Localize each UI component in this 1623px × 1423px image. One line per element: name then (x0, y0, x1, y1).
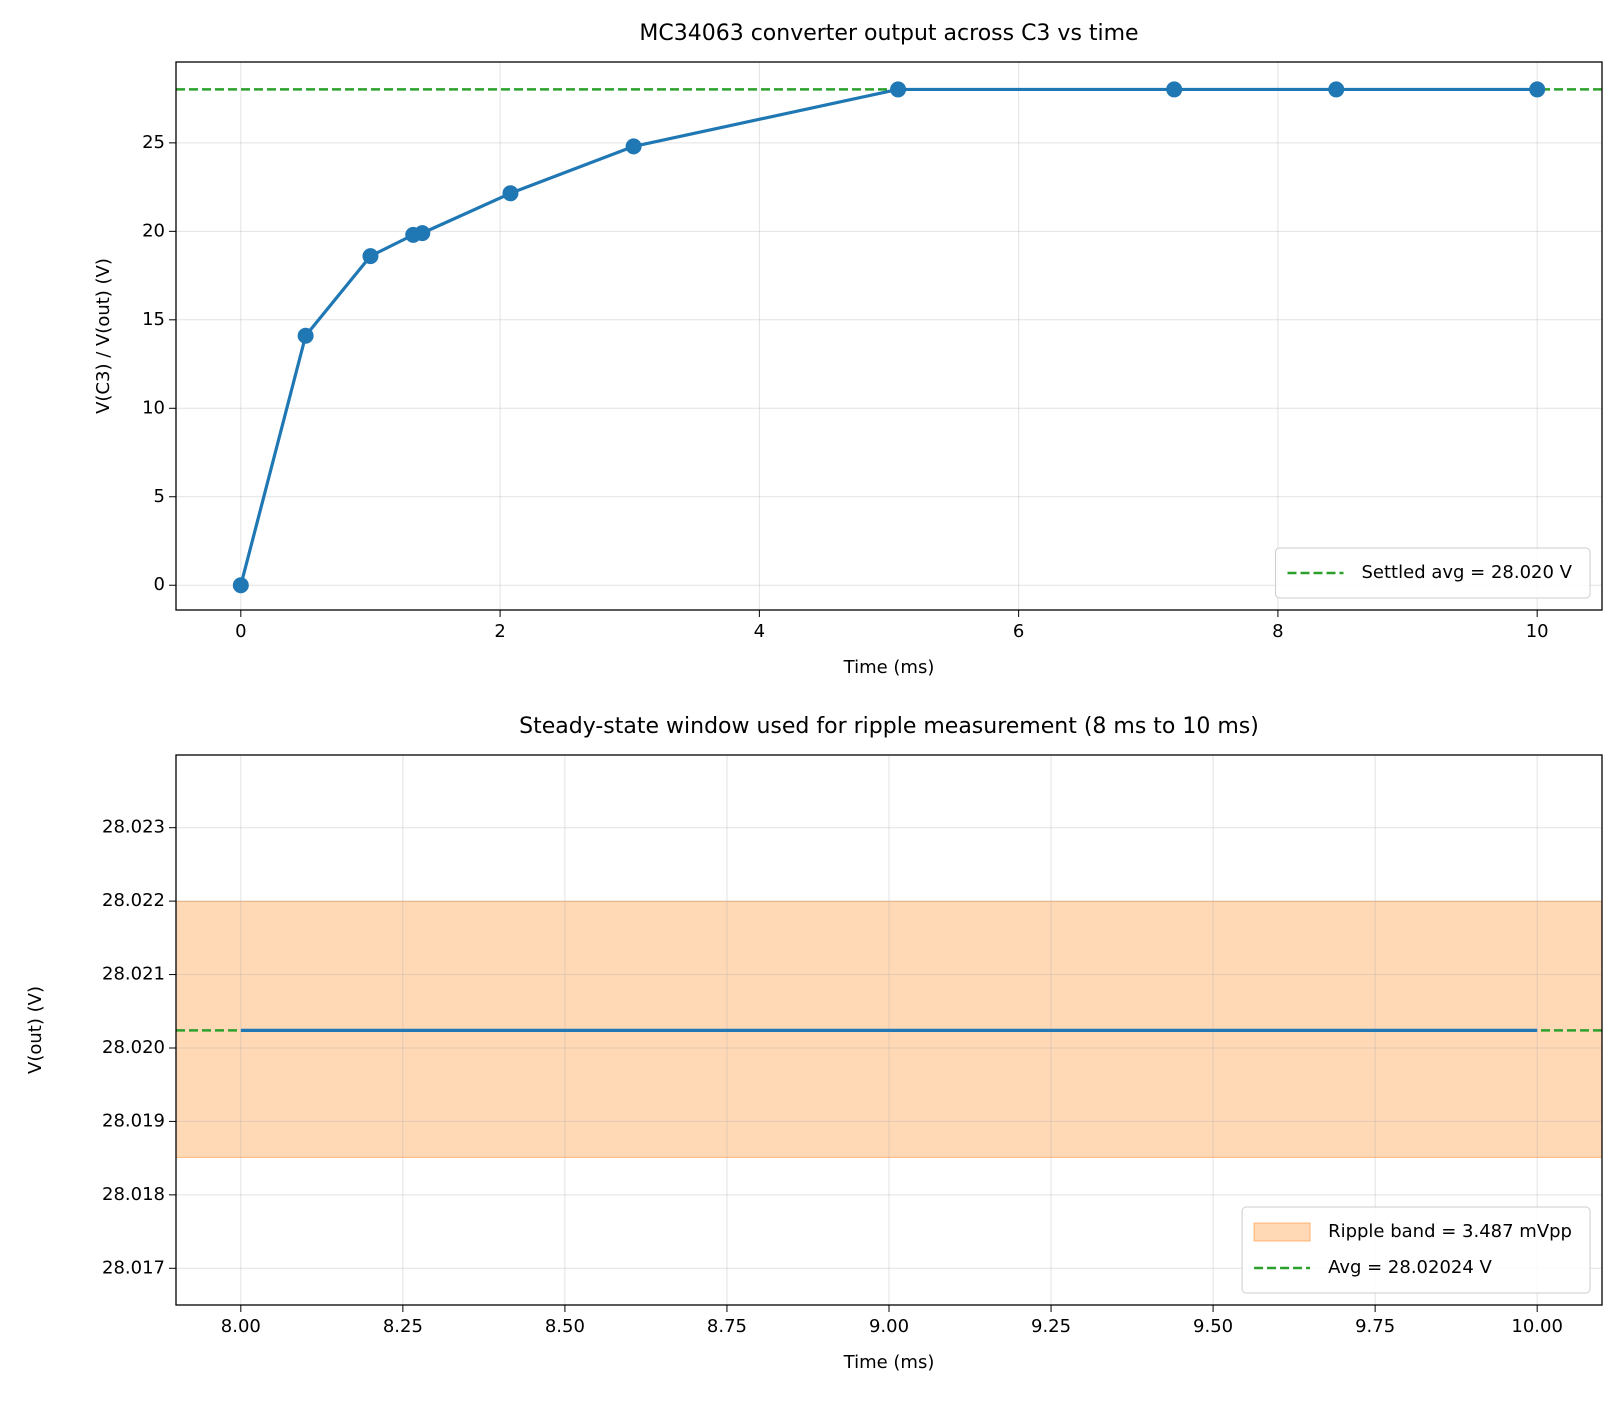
data-point (297, 327, 314, 344)
x-tick-label: 6 (1013, 621, 1024, 642)
plot-area (176, 62, 1602, 610)
x-tick-label: 9.00 (869, 1316, 909, 1337)
data-point (1529, 81, 1546, 98)
x-tick-label: 10 (1526, 621, 1549, 642)
y-tick-label: 28.021 (102, 964, 165, 985)
x-axis-label: Time (ms) (843, 657, 935, 678)
x-tick-label: 8.50 (545, 1316, 585, 1337)
legend-box (1241, 1206, 1591, 1294)
x-tick-label: 9.25 (1031, 1316, 1071, 1337)
axes-frame (175, 754, 1603, 1306)
x-tick-label: 2 (494, 621, 505, 642)
y-tick-label: 28.018 (102, 1184, 165, 1205)
plot-area (176, 755, 1602, 1305)
y-tick-label: 25 (142, 132, 165, 153)
y-tick-label: 20 (142, 220, 165, 241)
x-tick-label: 8.00 (221, 1316, 261, 1337)
legend-swatch (1253, 1222, 1311, 1242)
legend: Ripple band = 3.487 mVpp Avg = 28.02024 V (1241, 1206, 1591, 1294)
y-axis-label: V(out) (V) (25, 986, 46, 1074)
legend-label: Avg = 28.02024 V (1328, 1257, 1492, 1278)
x-tick-label: 8 (1272, 621, 1283, 642)
y-tick-label: 5 (154, 486, 165, 507)
x-tick-label: 9.50 (1193, 1316, 1233, 1337)
legend-box (1275, 547, 1591, 599)
x-tick-label: 4 (754, 621, 765, 642)
legend: Settled avg = 28.020 V (1275, 547, 1591, 599)
legend-label: Settled avg = 28.020 V (1362, 562, 1573, 583)
data-point (1328, 81, 1345, 98)
axes-frame (175, 61, 1603, 611)
y-tick-label: 10 (142, 397, 165, 418)
y-tick-label: 28.020 (102, 1037, 165, 1058)
legend-label: Ripple band = 3.487 mVpp (1328, 1221, 1572, 1242)
y-tick-label: 28.019 (102, 1110, 165, 1131)
data-point (232, 577, 249, 594)
x-tick-label: 8.25 (383, 1316, 423, 1337)
data-point (1166, 81, 1183, 98)
y-tick-label: 28.022 (102, 890, 165, 911)
y-tick-label: 0 (154, 574, 165, 595)
y-tick-label: 15 (142, 309, 165, 330)
x-tick-label: 8.75 (707, 1316, 747, 1337)
data-point (502, 185, 519, 202)
data-point (890, 81, 907, 98)
x-tick-label: 0 (235, 621, 246, 642)
y-tick-label: 28.023 (102, 817, 165, 838)
chart-title: Steady-state window used for ripple meas… (519, 714, 1259, 739)
x-tick-label: 10.00 (1511, 1316, 1563, 1337)
x-tick-label: 9.75 (1355, 1316, 1395, 1337)
chart-title: MC34063 converter output across C3 vs ti… (639, 21, 1138, 46)
data-point (362, 248, 379, 265)
series-line (239, 87, 1538, 586)
y-axis-label: V(C3) / V(out) (V) (93, 258, 114, 414)
y-tick-label: 28.017 (102, 1257, 165, 1278)
x-axis-label: Time (ms) (843, 1352, 935, 1373)
data-point (625, 138, 642, 155)
data-point (414, 225, 431, 242)
